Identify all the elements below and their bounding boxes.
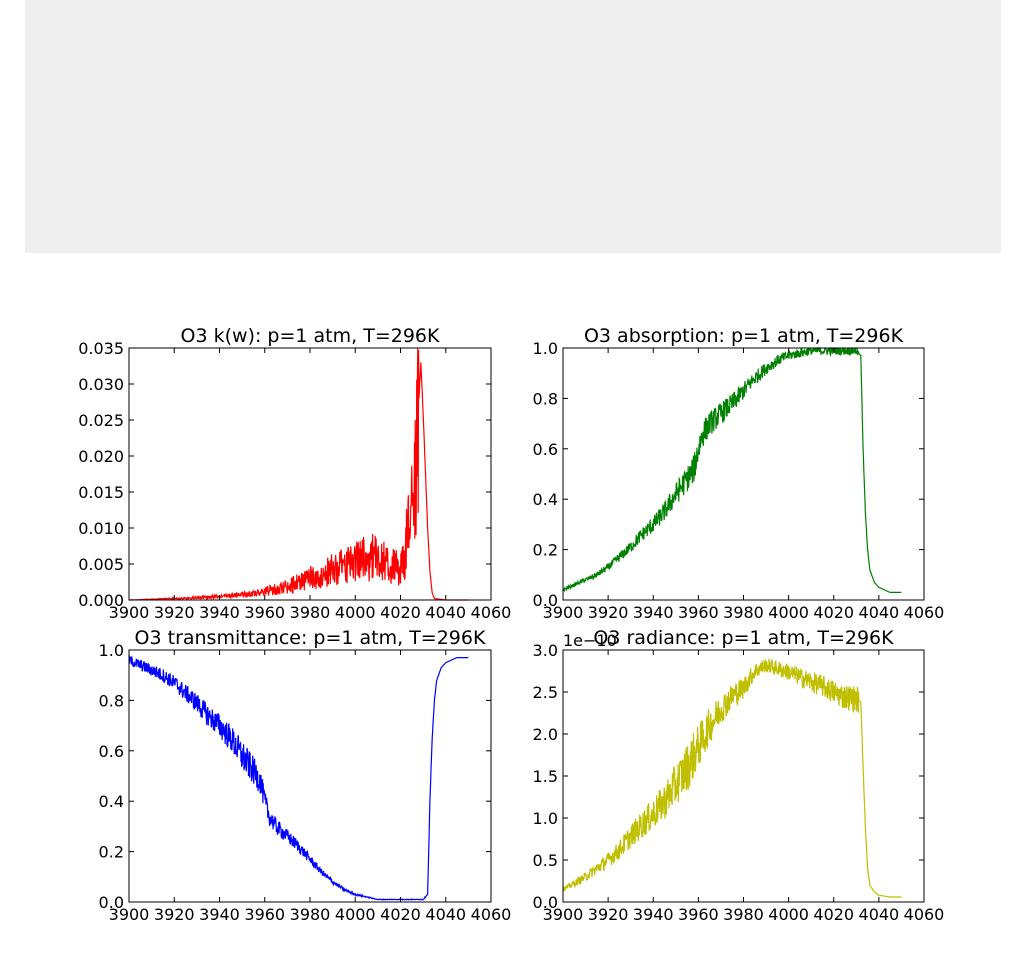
axes-frame [128, 347, 492, 601]
x-tick-label: 3960 [678, 905, 719, 924]
y-tick-label: 0.025 [78, 411, 124, 430]
x-tick-label: 3960 [244, 603, 285, 622]
scale-label: 1e−10 [563, 631, 617, 650]
x-tick-label: 4020 [813, 603, 854, 622]
chart-title: O3 k(w): p=1 atm, T=296K [181, 325, 440, 347]
y-tick-label: 0.015 [78, 483, 124, 502]
y-tick-label: 0.2 [533, 541, 558, 560]
x-tick-label: 3900 [543, 905, 584, 924]
x-tick-label: 3920 [154, 905, 195, 924]
y-tick-label: 0.0 [99, 893, 124, 912]
x-tick-label: 4000 [768, 603, 809, 622]
x-tick-label: 4020 [380, 905, 421, 924]
series-line [562, 658, 902, 898]
y-tick-label: 0.6 [533, 440, 558, 459]
x-tick-label: 4060 [904, 905, 945, 924]
y-tick-label: 0.005 [78, 555, 124, 574]
y-tick-label: 0.5 [533, 851, 558, 870]
chart-4: 3900 3920 3940 3960 3980 4000 4020 4040 4060 0.0 0… [533, 627, 945, 924]
x-tick-label: 3960 [678, 603, 719, 622]
y-tick-label: 1.5 [533, 767, 558, 786]
x-tick-label: 3940 [633, 603, 674, 622]
y-tick-label: 3.0 [533, 641, 558, 660]
top-banner [25, 0, 1001, 253]
x-tick-label: 4060 [471, 905, 512, 924]
x-tick-label: 3980 [723, 603, 764, 622]
axes-frame [128, 649, 492, 903]
y-tick-label: 1.0 [533, 339, 558, 358]
y-tick-label: 0.8 [533, 389, 558, 408]
y-tick-label: 0.6 [99, 742, 124, 761]
x-tick-label: 4040 [425, 603, 466, 622]
x-tick-label: 3940 [199, 603, 240, 622]
x-tick-label: 4040 [425, 905, 466, 924]
y-tick-label: 1.0 [99, 641, 124, 660]
y-tick-label: 2.5 [533, 683, 558, 702]
y-tick-label: 1.0 [533, 809, 558, 828]
chart-1: 3900 3920 3940 3960 3980 4000 4020 4040 4060 0.00… [78, 325, 511, 622]
x-tick-label: 4060 [904, 603, 945, 622]
x-tick-label: 4060 [471, 603, 512, 622]
x-tick-label: 3980 [290, 905, 331, 924]
x-tick-label: 3980 [290, 603, 331, 622]
x-tick-label: 3900 [109, 905, 150, 924]
x-tick-label: 3900 [543, 603, 584, 622]
y-tick-label: 0.4 [99, 792, 124, 811]
chart-3: 3900 3920 3940 3960 3980 4000 4020 4040 4060 0.0 0… [99, 627, 512, 924]
y-tick-label: 0.010 [78, 519, 124, 538]
y-tick-label: 0.0 [533, 893, 558, 912]
axes-frame [562, 347, 925, 601]
series-line [562, 346, 902, 593]
y-tick-label: 0.030 [78, 375, 124, 394]
x-tick-label: 4020 [813, 905, 854, 924]
y-tick-label: 0.2 [99, 843, 124, 862]
x-tick-label: 4000 [768, 905, 809, 924]
chart-title: O3 transmittance: p=1 atm, T=296K [135, 627, 486, 649]
x-tick-label: 3940 [633, 905, 674, 924]
y-tick-label: 0.4 [533, 490, 558, 509]
x-tick-label: 3920 [588, 603, 629, 622]
chart-title: O3 absorption: p=1 atm, T=296K [584, 325, 904, 347]
y-tick-label: 0.000 [78, 591, 124, 610]
x-tick-label: 4040 [859, 603, 900, 622]
x-tick-label: 3980 [723, 905, 764, 924]
chart-2: 3900 3920 3940 3960 3980 4000 4020 4040 4060 0.0 0… [533, 325, 945, 622]
x-tick-label: 3940 [199, 905, 240, 924]
x-tick-label: 3920 [588, 905, 629, 924]
y-tick-label: 0.8 [99, 691, 124, 710]
y-tick-label: 0.020 [78, 447, 124, 466]
y-tick-label: 0.0 [533, 591, 558, 610]
x-tick-label: 3960 [244, 905, 285, 924]
x-tick-label: 3900 [109, 603, 150, 622]
y-tick-label: 2.0 [533, 725, 558, 744]
x-tick-label: 4020 [380, 603, 421, 622]
x-tick-label: 3920 [154, 603, 195, 622]
x-tick-label: 4000 [335, 603, 376, 622]
x-tick-label: 4000 [335, 905, 376, 924]
chart-title: O3 radiance: p=1 atm, T=296K [593, 627, 894, 649]
series-line [129, 347, 469, 601]
series-line [128, 655, 469, 901]
y-tick-label: 0.035 [78, 339, 124, 358]
x-tick-label: 4040 [859, 905, 900, 924]
